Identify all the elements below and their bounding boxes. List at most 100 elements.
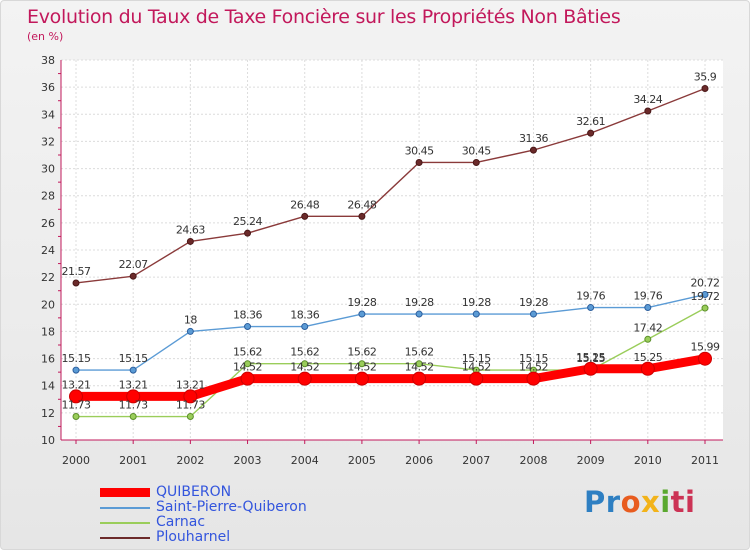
legend-item-plouharnel: Plouharnel — [100, 529, 400, 545]
data-point-plouharnel — [244, 229, 252, 237]
data-label-quiberon: 14.52 — [405, 361, 434, 374]
data-point-carnac — [701, 304, 709, 312]
data-point-quiberon — [698, 351, 712, 366]
data-point-quiberon — [412, 371, 427, 386]
y-tick-label: 22 — [41, 271, 55, 284]
data-point-saint-pierre-quiberon — [129, 366, 137, 374]
data-point-carnac — [644, 335, 652, 343]
data-point-quiberon — [583, 361, 598, 376]
proxiti-logo: Proxiti — [584, 485, 695, 519]
y-tick-label: 28 — [41, 190, 55, 203]
data-label-saint-pierre-quiberon: 19.28 — [405, 296, 434, 309]
data-label-plouharnel: 22.07 — [119, 258, 148, 271]
data-label-plouharnel: 24.63 — [176, 223, 205, 236]
legend-item-saint-pierre-quiberon: Saint-Pierre-Quiberon — [100, 499, 400, 515]
legend-item-quiberon: QUIBERON — [100, 484, 400, 500]
data-label-carnac: 15.15 — [519, 352, 548, 365]
data-label-quiberon: 14.52 — [347, 361, 376, 374]
data-label-carnac: 15.62 — [405, 346, 434, 359]
x-tick-label: 2007 — [462, 454, 490, 467]
x-tick-label: 2003 — [234, 454, 262, 467]
data-label-saint-pierre-quiberon: 19.76 — [576, 290, 605, 303]
data-point-carnac — [244, 360, 252, 368]
x-tick-label: 2001 — [119, 454, 147, 467]
data-point-saint-pierre-quiberon — [72, 366, 80, 374]
data-point-quiberon — [297, 371, 312, 386]
data-label-quiberon: 13.21 — [119, 378, 148, 391]
data-label-plouharnel: 35.9 — [694, 71, 717, 84]
data-label-plouharnel: 26.48 — [290, 198, 319, 211]
data-point-quiberon — [69, 389, 83, 404]
data-label-carnac: 15.15 — [462, 352, 491, 365]
data-label-carnac: 11.73 — [119, 399, 148, 412]
legend-swatch — [100, 537, 150, 539]
data-point-saint-pierre-quiberon — [244, 323, 252, 331]
series-line-plouharnel — [75, 87, 706, 284]
data-point-saint-pierre-quiberon — [644, 304, 652, 312]
y-tick-label: 18 — [41, 325, 55, 338]
legend-swatch — [100, 488, 150, 497]
data-point-saint-pierre-quiberon — [587, 304, 595, 312]
data-label-plouharnel: 30.45 — [462, 144, 491, 157]
data-point-plouharnel — [587, 129, 595, 137]
data-point-plouharnel — [529, 146, 537, 154]
data-point-carnac — [301, 360, 309, 368]
data-point-quiberon — [640, 361, 655, 376]
y-tick-label: 30 — [41, 163, 55, 176]
data-label-saint-pierre-quiberon: 15.15 — [119, 352, 148, 365]
logo-part: x — [641, 485, 661, 519]
data-label-plouharnel: 26.48 — [347, 198, 376, 211]
data-point-saint-pierre-quiberon — [415, 310, 423, 318]
data-point-saint-pierre-quiberon — [358, 310, 366, 318]
data-label-saint-pierre-quiberon: 19.28 — [347, 296, 376, 309]
data-point-plouharnel — [186, 237, 194, 245]
data-point-carnac — [72, 413, 80, 421]
logo-part: i — [660, 485, 671, 519]
data-label-quiberon: 14.52 — [519, 361, 548, 374]
data-point-saint-pierre-quiberon — [186, 327, 194, 335]
data-label-plouharnel: 32.61 — [576, 115, 605, 128]
data-point-carnac — [415, 360, 423, 368]
y-tick-label: 24 — [41, 244, 55, 257]
logo-part: o — [620, 485, 641, 519]
series-line-saint-pierre-quiberon — [76, 293, 706, 371]
y-tick-label: 16 — [41, 353, 55, 366]
data-label-quiberon: 13.21 — [176, 378, 205, 391]
y-tick-label: 14 — [41, 380, 55, 393]
y-tick-label: 12 — [41, 407, 55, 420]
x-tick-label: 2010 — [634, 454, 662, 467]
legend-label: Carnac — [156, 514, 206, 530]
x-tick-label: 2011 — [691, 454, 719, 467]
data-point-plouharnel — [644, 107, 652, 115]
x-tick-label: 2008 — [519, 454, 547, 467]
data-point-plouharnel — [129, 272, 137, 280]
x-tick-label: 2000 — [62, 454, 90, 467]
x-tick-label: 2004 — [291, 454, 319, 467]
data-point-saint-pierre-quiberon — [529, 310, 537, 318]
data-label-carnac: 11.73 — [62, 399, 91, 412]
data-point-quiberon — [469, 371, 484, 386]
series-line-quiberon — [76, 354, 706, 401]
data-point-quiberon — [183, 389, 198, 404]
data-label-plouharnel: 30.45 — [405, 144, 434, 157]
data-point-saint-pierre-quiberon — [301, 323, 309, 331]
data-label-plouharnel: 31.36 — [519, 132, 548, 145]
y-tick-label: 26 — [41, 217, 55, 230]
y-tick-label: 20 — [41, 298, 55, 311]
data-label-saint-pierre-quiberon: 18.36 — [233, 309, 262, 322]
y-tick-label: 32 — [41, 135, 55, 148]
data-point-plouharnel — [72, 279, 80, 287]
legend-label: QUIBERON — [156, 484, 232, 500]
data-label-quiberon: 15.25 — [576, 351, 605, 364]
data-label-saint-pierre-quiberon: 20.72 — [691, 277, 720, 290]
data-point-saint-pierre-quiberon — [472, 310, 480, 318]
x-tick-label: 2002 — [176, 454, 204, 467]
unit-label: (en %) — [27, 30, 64, 43]
data-point-plouharnel — [358, 212, 366, 220]
data-label-saint-pierre-quiberon: 19.28 — [462, 296, 491, 309]
data-point-quiberon — [354, 371, 369, 386]
chart-title: Evolution du Taux de Taxe Foncière sur l… — [27, 6, 621, 28]
data-point-plouharnel — [472, 158, 480, 166]
data-label-carnac: 17.42 — [633, 321, 662, 334]
data-label-quiberon: 14.52 — [462, 361, 491, 374]
